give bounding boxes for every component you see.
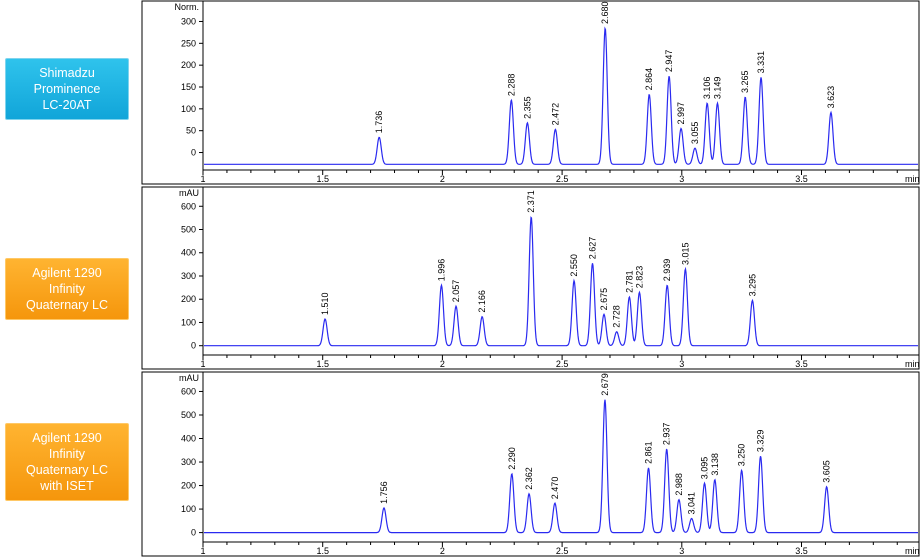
y-tick-label: 300 (181, 457, 196, 467)
peak-label-2.728: 2.728 (612, 305, 622, 328)
y-tick-label: 50 (186, 126, 196, 136)
chromatogram-trace (204, 216, 918, 347)
peak-label-3.623: 3.623 (826, 86, 836, 109)
x-tick-label: 1.5 (316, 174, 329, 184)
x-tick-label: 2 (440, 546, 445, 556)
instrument-label-agilent-1290-iset: Agilent 1290 Infinity Quaternary LC with… (5, 423, 129, 501)
peak-label-2.937: 2.937 (662, 423, 672, 446)
peak-label-3.055: 3.055 (690, 122, 700, 145)
instrument-label-shimadzu: Shimadzu Prominence LC-20AT (5, 58, 129, 120)
peak-label-1.996: 1.996 (436, 259, 446, 282)
panel-frame (141, 186, 920, 370)
panel-frame (141, 371, 920, 557)
y-tick-label: 0 (191, 341, 196, 351)
peak-label-2.861: 2.861 (644, 441, 654, 464)
y-tick-label: 100 (181, 317, 196, 327)
peak-label-2.864: 2.864 (644, 68, 654, 91)
x-tick-label: 3 (679, 174, 684, 184)
peak-label-3.331: 3.331 (756, 51, 766, 74)
y-axis-label: Norm. (175, 2, 200, 12)
peak-label-3.295: 3.295 (747, 274, 757, 297)
x-tick-label: 1.5 (316, 546, 329, 556)
y-tick-label: 500 (181, 410, 196, 420)
peak-label-2.627: 2.627 (588, 237, 598, 260)
peak-label-3.149: 3.149 (712, 77, 722, 100)
y-tick-label: 150 (181, 82, 196, 92)
peak-label-1.756: 1.756 (379, 481, 389, 504)
chromatogram-trace (204, 26, 918, 165)
peak-label-2.680: 2.680 (600, 1, 610, 24)
peak-label-2.355: 2.355 (522, 96, 532, 119)
peak-label-3.329: 3.329 (756, 430, 766, 453)
x-tick-label: 2 (440, 359, 445, 369)
y-tick-label: 100 (181, 504, 196, 514)
peak-label-3.265: 3.265 (740, 71, 750, 94)
y-tick-label: 200 (181, 294, 196, 304)
peak-label-2.997: 2.997 (676, 102, 686, 125)
y-tick-label: 400 (181, 434, 196, 444)
peak-label-2.371: 2.371 (526, 190, 536, 213)
x-tick-label: 2 (440, 174, 445, 184)
peak-label-3.041: 3.041 (687, 492, 697, 515)
peak-label-2.288: 2.288 (506, 74, 516, 97)
y-tick-label: 250 (181, 38, 196, 48)
peak-label-2.988: 2.988 (674, 473, 684, 496)
y-axis-label: mAU (179, 373, 199, 383)
x-tick-label: 2.5 (556, 359, 569, 369)
peak-label-3.106: 3.106 (702, 77, 712, 100)
x-tick-label: 1 (200, 546, 205, 556)
peak-label-2.470: 2.470 (550, 477, 560, 500)
peak-label-2.679: 2.679 (600, 373, 610, 396)
chromatogram-trace (204, 399, 918, 534)
y-tick-label: 300 (181, 271, 196, 281)
x-axis-label: min (905, 546, 920, 556)
peak-label-2.675: 2.675 (599, 288, 609, 311)
x-tick-label: 3.5 (795, 174, 808, 184)
x-tick-label: 2.5 (556, 174, 569, 184)
x-tick-label: 3.5 (795, 359, 808, 369)
peak-label-3.015: 3.015 (680, 242, 690, 265)
y-tick-label: 600 (181, 386, 196, 396)
peak-label-2.166: 2.166 (477, 290, 487, 313)
y-tick-label: 0 (191, 148, 196, 158)
peak-label-2.939: 2.939 (662, 259, 672, 282)
peak-label-3.250: 3.250 (737, 444, 747, 467)
x-tick-label: 1 (200, 174, 205, 184)
peak-label-2.781: 2.781 (624, 270, 634, 293)
x-tick-label: 3.5 (795, 546, 808, 556)
y-tick-label: 300 (181, 16, 196, 26)
x-tick-label: 1.5 (316, 359, 329, 369)
peak-label-2.362: 2.362 (524, 467, 534, 490)
peak-label-3.095: 3.095 (700, 457, 710, 480)
peak-label-2.290: 2.290 (507, 447, 517, 470)
peak-label-3.605: 3.605 (822, 460, 832, 483)
peak-label-2.550: 2.550 (569, 254, 579, 277)
peak-label-2.057: 2.057 (451, 280, 461, 303)
peak-label-3.138: 3.138 (710, 453, 720, 476)
x-axis-label: min (905, 174, 920, 184)
peak-label-2.472: 2.472 (550, 103, 560, 126)
x-tick-label: 3 (679, 359, 684, 369)
y-tick-label: 200 (181, 60, 196, 70)
x-tick-label: 3 (679, 546, 684, 556)
x-axis-label: min (905, 359, 920, 369)
panel-frame (141, 0, 920, 185)
peak-label-2.823: 2.823 (634, 266, 644, 289)
y-tick-label: 600 (181, 201, 196, 211)
y-tick-label: 200 (181, 481, 196, 491)
instrument-label-agilent-1290: Agilent 1290 Infinity Quaternary LC (5, 258, 129, 320)
peak-label-1.736: 1.736 (374, 111, 384, 134)
y-tick-label: 0 (191, 528, 196, 538)
x-tick-label: 2.5 (556, 546, 569, 556)
x-tick-label: 1 (200, 359, 205, 369)
y-axis-label: mAU (179, 188, 199, 198)
peak-label-2.947: 2.947 (664, 50, 674, 73)
peak-label-1.510: 1.510 (320, 292, 330, 315)
y-tick-label: 100 (181, 104, 196, 114)
y-tick-label: 500 (181, 225, 196, 235)
y-tick-label: 400 (181, 248, 196, 258)
